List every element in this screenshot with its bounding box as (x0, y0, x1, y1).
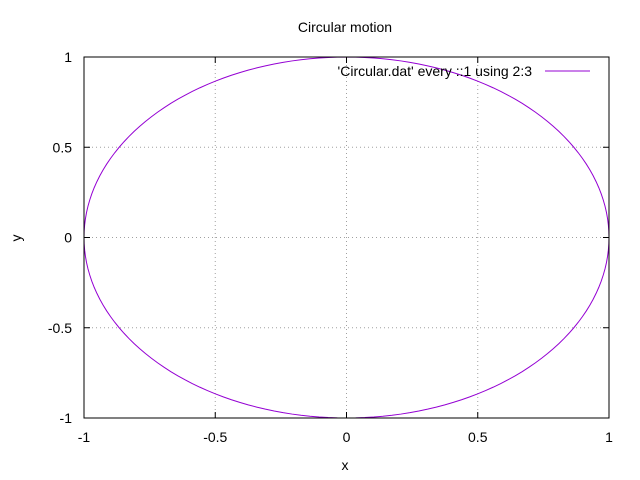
legend-label: 'Circular.dat' every ::1 using 2:3 (338, 63, 533, 79)
x-tick-label: 0 (343, 429, 351, 445)
legend: 'Circular.dat' every ::1 using 2:3 (338, 63, 590, 79)
y-tick-label: 0.5 (53, 139, 73, 155)
y-tick-label: -1 (60, 410, 73, 426)
x-tick-label: 1 (605, 429, 613, 445)
x-tick-label: 0.5 (468, 429, 488, 445)
x-tick-label: -1 (78, 429, 91, 445)
y-tick-label: -0.5 (48, 320, 72, 336)
axis-ticks: -1 -0.5 0 0.5 1 -1 -0.5 0 0.5 1 (48, 49, 613, 445)
grid-lines (84, 57, 609, 418)
x-axis-label: x (342, 457, 349, 473)
chart-title: Circular motion (298, 19, 392, 35)
x-tick-label: -0.5 (203, 429, 227, 445)
y-axis-label: y (8, 235, 24, 242)
y-tick-label: 1 (64, 49, 72, 65)
y-tick-label: 0 (64, 230, 72, 246)
